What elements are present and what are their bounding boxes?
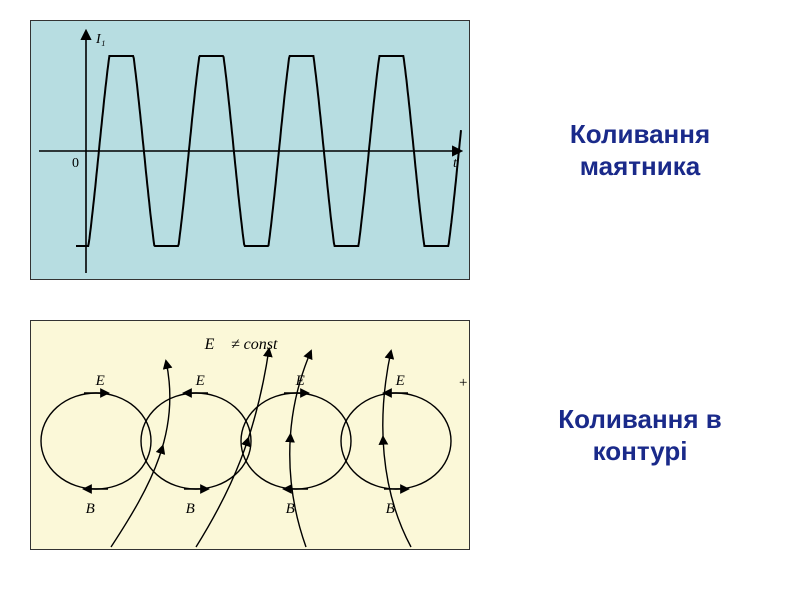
svg-text:E⃗: E⃗ [395,373,417,389]
em-field-diagram: E⃗ ≠ constE⃗B⃗E⃗B⃗E⃗B⃗E⃗B⃗+ [30,320,470,550]
label-circuit: Коливання в контурі [510,403,770,468]
svg-text:B⃗: B⃗ [86,501,107,517]
svg-text:0: 0 [72,156,79,171]
svg-text:E⃗: E⃗ [95,373,117,389]
svg-text:I₁: I₁ [95,32,106,47]
svg-text:B⃗: B⃗ [186,501,207,517]
svg-text:E⃗ ≠ const: E⃗ ≠ const [204,336,278,353]
svg-text:B⃗: B⃗ [386,501,407,517]
svg-text:E⃗: E⃗ [195,373,217,389]
oscillation-chart: I₁t0 [30,20,470,280]
label-pendulum: Коливання маятника [510,118,770,183]
svg-text:+: + [459,375,467,391]
svg-text:E⃗: E⃗ [295,373,317,389]
